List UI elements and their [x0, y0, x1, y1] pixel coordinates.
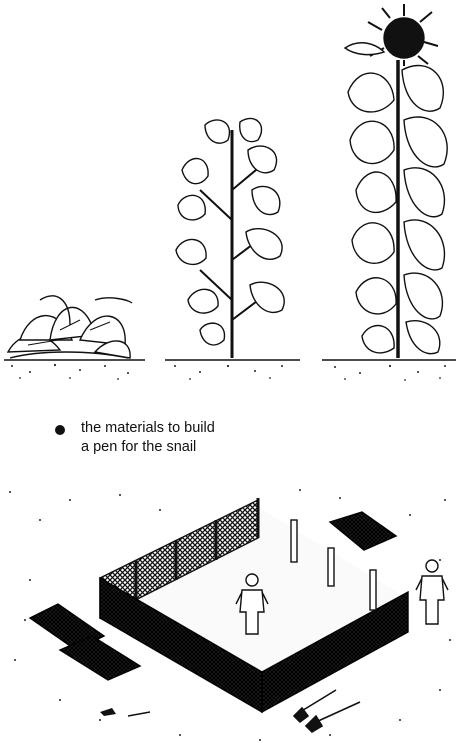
- sunflower-plant: [343, 4, 448, 358]
- fence-front-right: [261, 590, 409, 714]
- ground-speckles: [9, 489, 451, 741]
- small-plant: [6, 295, 133, 359]
- human-figure-center: [235, 573, 269, 635]
- shovels-icon: [292, 689, 361, 734]
- mesh-panel-right: [328, 511, 398, 551]
- sunflower-head: [383, 17, 425, 59]
- materials-caption: the materials to build a pen for the sna…: [55, 419, 358, 457]
- small-debris: [100, 708, 151, 717]
- caption-line-1: the materials to build: [81, 420, 215, 436]
- caption-line-2: a pen for the snail: [81, 439, 197, 455]
- medium-plant: [175, 117, 285, 358]
- bullet-icon: [55, 425, 65, 435]
- fence-posts-back: [134, 498, 260, 600]
- wooden-stakes: [290, 519, 377, 611]
- soil-speckles: [11, 363, 446, 381]
- human-figure-right: [415, 559, 449, 625]
- mesh-panel-left-2: [58, 635, 142, 681]
